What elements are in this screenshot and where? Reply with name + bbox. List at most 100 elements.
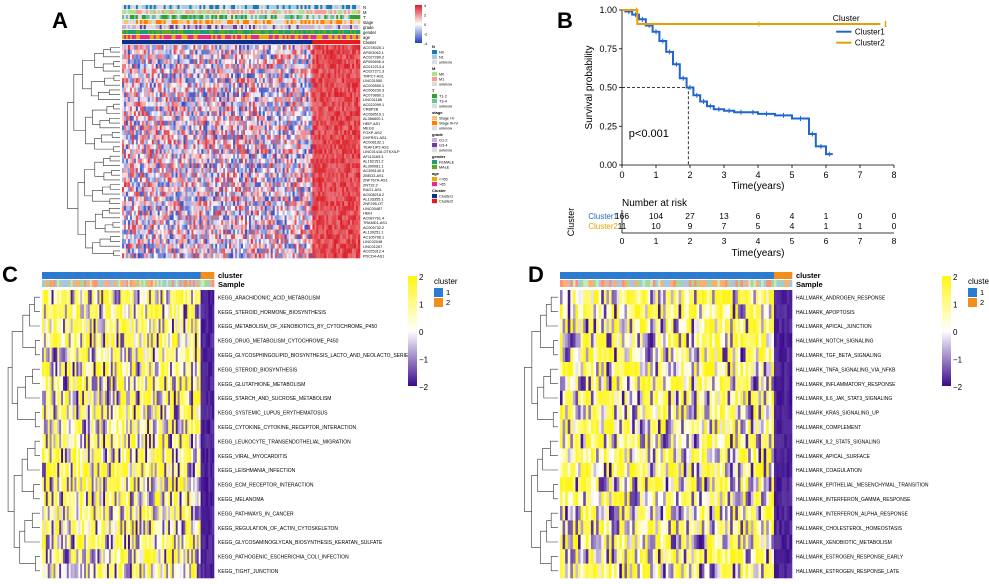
heatmap-cell [300, 106, 303, 112]
heatmap-cell [324, 163, 327, 169]
heatmap-cell [308, 68, 311, 74]
heatmap-cell [161, 82, 164, 88]
heatmap-cell [320, 191, 323, 197]
annotation-cell [153, 30, 157, 35]
heatmap-cell [155, 172, 158, 178]
heatmap-cell [276, 158, 279, 164]
annotation-cell [139, 35, 143, 40]
annotation-cell [127, 40, 131, 45]
heatmap-cell [290, 54, 293, 60]
heatmap-cell [260, 144, 264, 150]
heatmap-cell [274, 130, 277, 136]
heatmap-cell [139, 191, 143, 197]
heatmap-cell [181, 59, 184, 65]
annotation-cell [348, 40, 351, 45]
heatmap-cell [298, 59, 301, 65]
annotation-cell [187, 30, 190, 35]
heatmap-cell [219, 153, 222, 159]
heatmap-cell [260, 191, 264, 197]
heatmap-cell [270, 153, 274, 159]
annotation-cell [294, 10, 297, 15]
heatmap-cell [350, 172, 353, 178]
heatmap-cell [284, 68, 287, 74]
heatmap-cell [169, 125, 172, 131]
heatmap-cell [278, 49, 281, 55]
annotation-cell [219, 5, 222, 10]
heatmap-cell [328, 82, 331, 88]
heatmap-cell [181, 120, 184, 126]
heatmap-cell [280, 92, 283, 98]
heatmap-cell [346, 97, 349, 103]
heatmap-cell [296, 111, 299, 117]
heatmap-cell [139, 45, 143, 51]
heatmap-cell [286, 139, 289, 145]
heatmap-cell [185, 73, 188, 79]
heatmap-cell [302, 73, 305, 79]
heatmap-cell [157, 54, 160, 60]
heatmap-cell [175, 92, 178, 98]
heatmap-cell [316, 163, 319, 169]
heatmap-cell [302, 49, 305, 55]
heatmap-cell [316, 87, 319, 93]
heatmap-cell [348, 73, 351, 79]
heatmap-cell [135, 68, 139, 74]
heatmap-cell [157, 78, 160, 84]
heatmap-cell [336, 125, 339, 131]
heatmap-cell [272, 130, 276, 136]
heatmap-cell [122, 172, 125, 178]
heatmap-cell [308, 54, 311, 60]
heatmap-cell [201, 187, 204, 193]
heatmap-cell [237, 172, 240, 178]
heatmap-cell [161, 130, 164, 136]
heatmap-cell [358, 158, 361, 164]
annotation-cell [173, 10, 176, 15]
heatmap-cell [151, 87, 155, 93]
heatmap-cell [127, 196, 131, 202]
heatmap-cell [227, 163, 230, 169]
heatmap-cell [133, 106, 137, 112]
heatmap-cell [187, 139, 190, 145]
heatmap-cell [215, 45, 218, 51]
heatmap-cell [290, 106, 293, 112]
annotation-cell [246, 25, 250, 30]
heatmap-cell [217, 78, 220, 84]
heatmap-cell [296, 73, 299, 79]
heatmap-cell [324, 187, 327, 193]
heatmap-cell [227, 134, 230, 140]
heatmap-cell [304, 153, 307, 159]
heatmap-cell [123, 45, 127, 51]
heatmap-cell [312, 111, 315, 117]
heatmap-cell [250, 120, 254, 126]
heatmap-cell [310, 63, 313, 69]
heatmap-cell [348, 87, 351, 93]
annotation-cell [262, 15, 266, 20]
heatmap-cell [163, 168, 166, 174]
heatmap-cell [189, 92, 192, 98]
heatmap-cell [340, 97, 343, 103]
heatmap-cell [183, 59, 186, 65]
heatmap-cell [246, 130, 250, 136]
heatmap-cell [358, 68, 361, 74]
heatmap-cell [312, 125, 315, 131]
annotation-cell [139, 15, 143, 20]
heatmap-cell [129, 63, 133, 69]
heatmap-cell [344, 153, 347, 159]
annotation-cell [221, 5, 224, 10]
annotation-cell [237, 35, 240, 40]
annotation-cell [199, 35, 202, 40]
heatmap-cell [330, 45, 333, 51]
heatmap-cell [143, 177, 147, 183]
heatmap-cell [342, 172, 345, 178]
heatmap-cell [189, 130, 192, 136]
heatmap-cell [242, 59, 246, 65]
heatmap-cell [131, 182, 135, 188]
heatmap-cell [250, 130, 254, 136]
annotation-cell [131, 25, 135, 30]
heatmap-cell [185, 101, 188, 107]
annotation-cell [155, 20, 158, 25]
heatmap-cell [346, 59, 349, 65]
heatmap-cell [320, 101, 323, 107]
heatmap-cell [199, 163, 202, 169]
heatmap-cell [167, 59, 170, 65]
heatmap-cell [231, 106, 234, 112]
